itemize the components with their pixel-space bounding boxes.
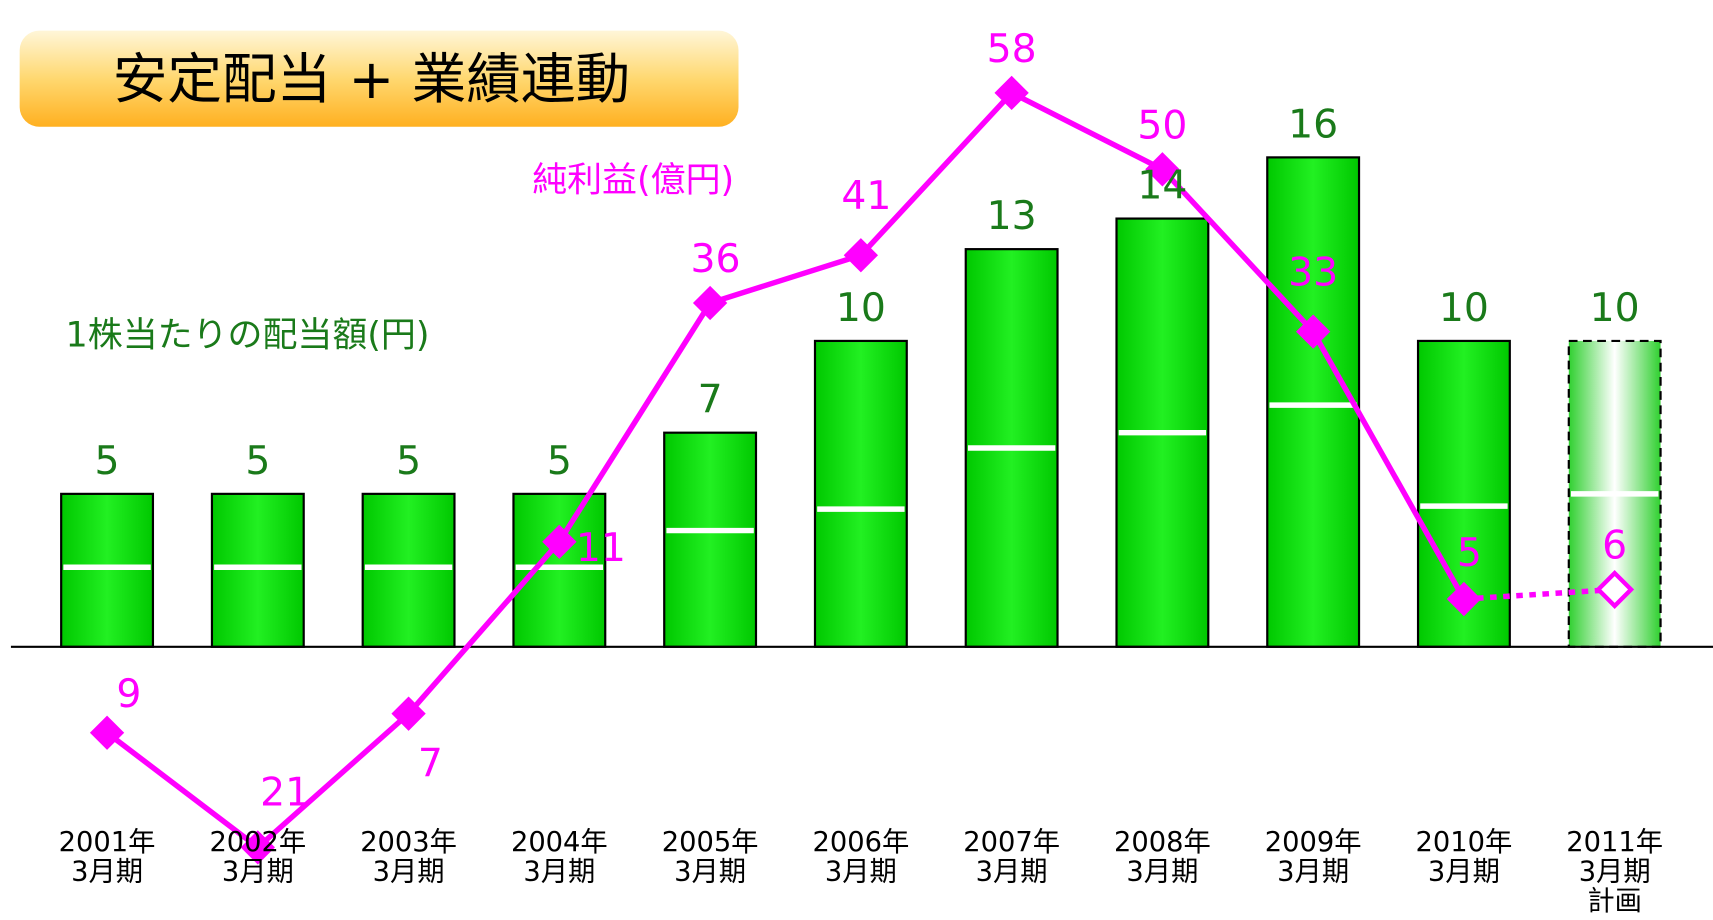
bar-value-label: 10 [836,286,886,331]
profit-marker [994,75,1029,111]
x-tick-label: 3月期 [373,856,445,887]
profit-value-label: 6 [1602,523,1627,568]
x-tick-label: 2010年 [1416,827,1513,858]
profit-value-label: 5 [1457,531,1482,576]
profit-marker [692,285,728,321]
bar [663,431,758,648]
x-tick-label: 3月期 [825,856,897,887]
bar [210,492,305,648]
bar-value-label: 10 [1439,286,1489,331]
bar-value-label: 5 [95,439,120,484]
x-tick-label: 3月期 [674,856,746,887]
x-tick-label: 2005年 [662,827,759,858]
bar-value-label: 13 [987,194,1037,239]
bar-value-label: 16 [1288,102,1338,147]
profit-marker [843,238,879,273]
profit-value-label: 33 [1288,250,1338,295]
profit-marker [391,696,426,731]
profit-marker [89,715,125,750]
x-tick-label: 3月期 [1579,856,1651,887]
bar [1266,156,1361,648]
x-tick-label: 2011年 [1566,827,1663,858]
profit-value-label: 58 [987,27,1037,72]
legend-bar: 1株当たりの配当額(円) [66,316,430,356]
x-tick-label: 2006年 [812,827,909,858]
profit-value-label: 11 [576,526,626,571]
x-tick-label: 3月期 [71,856,143,887]
profit-value-label: 36 [691,237,741,282]
profit-marker [542,524,577,559]
x-tick-label: 2008年 [1114,827,1211,858]
x-tick-label: 3月期 [1277,856,1349,887]
profit-marker [1446,581,1482,617]
x-tick-label: 2003年 [360,827,457,858]
profit-marker [1145,152,1180,187]
profit-value-label: 41 [841,174,891,219]
bar [361,492,456,648]
x-tick-label: 3月期 [1428,856,1500,887]
chart-title: 安定配当 + 業績連動 [113,47,630,111]
profit-line [105,89,1467,851]
profit-marker [240,830,275,865]
x-tick-label: 3月期 [523,856,595,887]
x-tick-label: 2007年 [963,827,1060,858]
x-tick-label: 3月期 [976,856,1048,887]
legend-line: 純利益(億円) [532,160,734,200]
x-tick-label: 2002年 [209,827,306,858]
x-tick-label: 3月期 [1126,856,1198,887]
x-tick-label: 計画 [1587,886,1642,917]
bar [60,492,155,648]
bar-value-label: 10 [1590,286,1640,331]
x-tick-label: 3月期 [222,856,294,887]
profit-value-label: 50 [1137,103,1187,148]
profit-value-label: 21 [260,770,310,815]
bar-value-label: 7 [698,378,723,423]
profit-value-label: 7 [418,742,443,787]
x-tick-label: 2004年 [511,827,608,858]
x-tick-label: 2001年 [59,827,156,858]
bar [512,492,607,648]
profit-value-label: 9 [116,672,141,717]
profit-marker [1595,570,1635,609]
bar-value-label: 5 [245,439,270,484]
bar [813,339,908,648]
x-tick-label: 2009年 [1265,827,1362,858]
bar-value-label: 5 [547,439,572,484]
profit-marker [1295,314,1331,349]
bar-value-label: 5 [396,439,421,484]
title-box [19,30,739,127]
bar-value-label: 14 [1137,163,1187,208]
